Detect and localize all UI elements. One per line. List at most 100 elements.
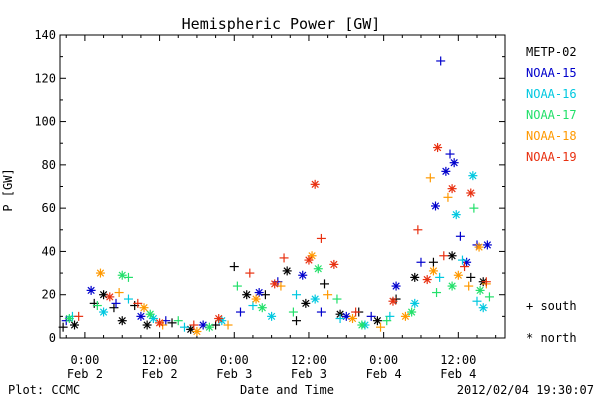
x-tick-label-time: 0:00 bbox=[369, 353, 398, 367]
y-axis: 0 20 40 60 80 100 120 140 bbox=[34, 28, 505, 345]
legend-item-metp-02: METP-02 bbox=[526, 45, 577, 59]
x-tick-label-date: Feb 2 bbox=[142, 367, 178, 381]
north-point-noaa-19 bbox=[155, 318, 165, 328]
legend-item-noaa-15: NOAA-15 bbox=[526, 66, 577, 80]
south-point-noaa-15 bbox=[455, 231, 465, 241]
south-point-noaa-17 bbox=[173, 316, 183, 326]
north-point-metp-02 bbox=[117, 316, 127, 326]
south-point-noaa-17 bbox=[382, 316, 392, 326]
north-point-noaa-17 bbox=[475, 285, 485, 295]
north-point-noaa-15 bbox=[441, 166, 451, 176]
x-tick-label-time: 0:00 bbox=[70, 353, 99, 367]
north-point-noaa-15 bbox=[449, 158, 459, 168]
south-point-noaa-19 bbox=[245, 268, 255, 278]
legend-item-noaa-19: NOAA-19 bbox=[526, 150, 577, 164]
north-point-noaa-17 bbox=[313, 264, 323, 274]
marker-legend: + south * north bbox=[526, 299, 577, 345]
north-point-noaa-16 bbox=[468, 171, 478, 181]
north-point-noaa-17 bbox=[145, 309, 155, 319]
legend-item-noaa-18: NOAA-18 bbox=[526, 129, 577, 143]
south-point-metp-02 bbox=[292, 316, 302, 326]
y-tick-label: 60 bbox=[42, 201, 56, 215]
north-point-noaa-15 bbox=[86, 285, 96, 295]
north-point-noaa-17 bbox=[204, 322, 214, 332]
y-tick-label: 120 bbox=[34, 71, 56, 85]
north-point-noaa-15 bbox=[254, 288, 264, 298]
north-point-noaa-17 bbox=[447, 281, 457, 291]
south-point-metp-02 bbox=[109, 303, 119, 313]
south-point-metp-02 bbox=[260, 290, 270, 300]
north-point-noaa-17 bbox=[407, 307, 417, 317]
south-point-noaa-19 bbox=[460, 262, 470, 272]
south-point-noaa-19 bbox=[74, 311, 84, 321]
north-point-noaa-16 bbox=[410, 298, 420, 308]
north-point-noaa-18 bbox=[192, 327, 202, 337]
north-point-metp-02 bbox=[70, 320, 80, 330]
south-point-metp-02 bbox=[58, 322, 68, 332]
south-point-metp-02 bbox=[167, 318, 177, 328]
south-point-noaa-15 bbox=[436, 56, 446, 66]
north-point-noaa-18 bbox=[251, 294, 261, 304]
north-point-noaa-18 bbox=[307, 251, 317, 261]
north-point-noaa-19 bbox=[422, 275, 432, 285]
y-tick-label: 20 bbox=[42, 288, 56, 302]
south-point-noaa-17 bbox=[432, 288, 442, 298]
south-point-noaa-18 bbox=[114, 288, 124, 298]
south-point-noaa-19 bbox=[439, 251, 449, 261]
legend-item-noaa-17: NOAA-17 bbox=[526, 108, 577, 122]
south-point-noaa-16 bbox=[292, 290, 302, 300]
north-point-noaa-19 bbox=[304, 255, 314, 265]
south-point-noaa-17 bbox=[123, 272, 133, 282]
footer-left: Plot: CCMC bbox=[8, 383, 80, 397]
south-point-noaa-16 bbox=[472, 296, 482, 306]
south-point-noaa-19 bbox=[279, 253, 289, 263]
north-point-noaa-19 bbox=[433, 143, 443, 153]
south-point-noaa-17 bbox=[232, 281, 242, 291]
x-tick-label-date: Feb 4 bbox=[440, 367, 476, 381]
marker-legend-north: * north bbox=[526, 331, 577, 345]
south-point-noaa-15 bbox=[235, 307, 245, 317]
south-point-noaa-15 bbox=[316, 307, 326, 317]
north-point-noaa-18 bbox=[348, 314, 358, 324]
footer-right: 2012/02/04 19:30:07 bbox=[457, 383, 594, 397]
south-point-noaa-18 bbox=[276, 281, 286, 291]
north-point-noaa-16 bbox=[99, 307, 109, 317]
south-point-noaa-19 bbox=[133, 298, 143, 308]
north-point-noaa-19 bbox=[466, 188, 476, 198]
south-point-noaa-15 bbox=[366, 311, 376, 321]
y-tick-label: 100 bbox=[34, 115, 56, 129]
south-point-metp-02 bbox=[229, 262, 239, 272]
north-point-noaa-18 bbox=[474, 242, 484, 252]
north-point-noaa-19 bbox=[310, 179, 320, 189]
south-point-noaa-18 bbox=[323, 290, 333, 300]
south-point-noaa-19 bbox=[481, 277, 491, 287]
x-tick-label-date: Feb 4 bbox=[366, 367, 402, 381]
north-point-metp-02 bbox=[142, 320, 152, 330]
south-point-noaa-16 bbox=[123, 294, 133, 304]
x-tick-label-date: Feb 3 bbox=[291, 367, 327, 381]
north-point-noaa-17 bbox=[117, 270, 127, 280]
north-point-noaa-17 bbox=[357, 320, 367, 330]
north-point-noaa-19 bbox=[388, 296, 398, 306]
north-point-noaa-16 bbox=[310, 294, 320, 304]
x-axis-label: Date and Time bbox=[240, 383, 334, 397]
south-point-metp-02 bbox=[320, 279, 330, 289]
data-points bbox=[58, 56, 494, 337]
x-tick-label-time: 12:00 bbox=[142, 353, 178, 367]
south-point-noaa-16 bbox=[457, 255, 467, 265]
y-tick-label: 140 bbox=[34, 28, 56, 42]
south-point-noaa-15 bbox=[416, 257, 426, 267]
south-point-noaa-15 bbox=[445, 149, 455, 159]
north-point-noaa-17 bbox=[257, 303, 267, 313]
x-tick-label-time: 0:00 bbox=[220, 353, 249, 367]
south-point-noaa-19 bbox=[351, 307, 361, 317]
north-point-noaa-15 bbox=[298, 270, 308, 280]
legend-item-noaa-16: NOAA-16 bbox=[526, 87, 577, 101]
x-tick-label-time: 12:00 bbox=[440, 353, 476, 367]
south-point-noaa-16 bbox=[248, 301, 258, 311]
x-tick-label-date: Feb 2 bbox=[67, 367, 103, 381]
north-point-noaa-15 bbox=[482, 240, 492, 250]
south-point-noaa-17 bbox=[469, 203, 479, 213]
y-axis-label: P [GW] bbox=[1, 168, 15, 211]
